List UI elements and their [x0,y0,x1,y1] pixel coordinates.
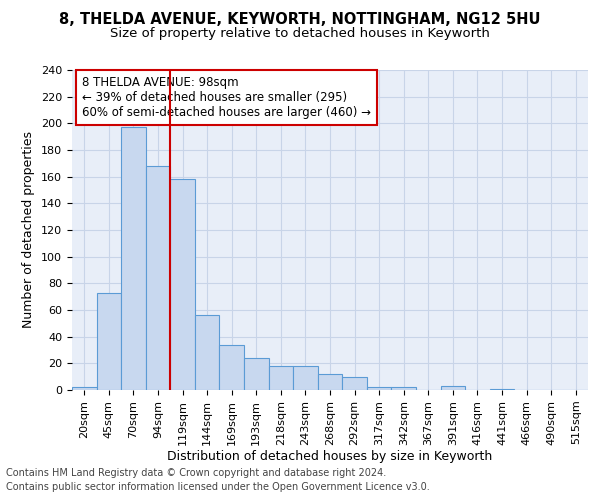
Bar [440,386,465,390]
Bar [342,376,367,390]
Text: 8, THELDA AVENUE, KEYWORTH, NOTTINGHAM, NG12 5HU: 8, THELDA AVENUE, KEYWORTH, NOTTINGHAM, … [59,12,541,28]
Bar [367,388,391,390]
Bar [195,316,220,390]
X-axis label: Distribution of detached houses by size in Keyworth: Distribution of detached houses by size … [167,450,493,464]
Bar [318,374,342,390]
Bar [244,358,269,390]
Bar [269,366,293,390]
Bar [121,128,146,390]
Text: 8 THELDA AVENUE: 98sqm
← 39% of detached houses are smaller (295)
60% of semi-de: 8 THELDA AVENUE: 98sqm ← 39% of detached… [82,76,371,120]
Text: Contains public sector information licensed under the Open Government Licence v3: Contains public sector information licen… [6,482,430,492]
Bar [146,166,170,390]
Bar [391,388,416,390]
Bar [97,292,121,390]
Bar [490,388,514,390]
Text: Contains HM Land Registry data © Crown copyright and database right 2024.: Contains HM Land Registry data © Crown c… [6,468,386,477]
Y-axis label: Number of detached properties: Number of detached properties [22,132,35,328]
Bar [72,388,97,390]
Bar [220,344,244,390]
Text: Size of property relative to detached houses in Keyworth: Size of property relative to detached ho… [110,28,490,40]
Bar [170,180,195,390]
Bar [293,366,318,390]
